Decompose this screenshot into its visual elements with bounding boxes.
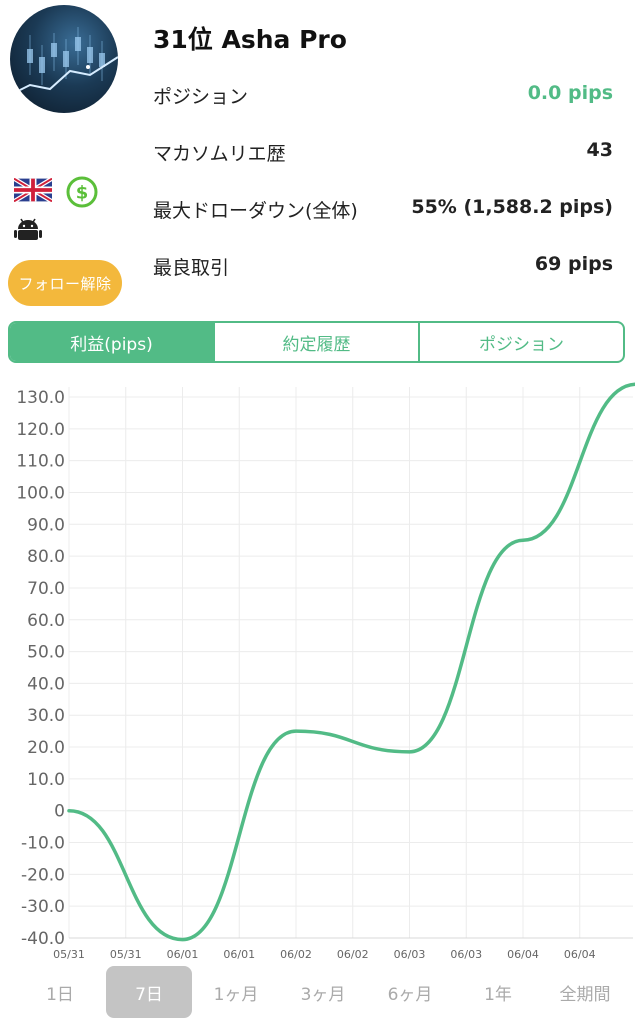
y-tick-label: 70.0 [27,579,65,599]
unfollow-button[interactable]: フォロー解除 [8,260,122,306]
svg-text:$: $ [76,183,89,204]
stat-value: 43 [586,139,613,161]
y-tick-label: 130.0 [16,388,65,408]
stat-value: 55% (1,588.2 pips) [411,196,613,218]
y-tick-label: 40.0 [27,674,65,694]
x-tick-label: 06/03 [450,948,482,961]
y-tick-label: 60.0 [27,611,65,631]
y-tick-label: -30.0 [21,897,65,917]
y-tick-label: 30.0 [27,706,65,726]
y-tick-label: 90.0 [27,515,65,535]
period-6m[interactable]: 6ヶ月 [387,984,433,1005]
x-tick-label: 05/31 [110,948,142,961]
x-tick-label: 06/03 [394,948,426,961]
stat-value: 0.0 pips [527,82,613,104]
trader-name: 31位 Asha Pro [153,25,347,54]
stat-value: 69 pips [534,253,613,275]
y-tick-label: 120.0 [16,420,65,440]
stat-row-history: マカソムリエ歴 43 [153,139,613,169]
trader-avatar [10,5,118,113]
x-tick-label: 06/02 [337,948,369,961]
stat-label: 最良取引 [153,257,230,279]
tab-positions[interactable]: ポジション [479,334,564,355]
x-tick-label: 06/04 [507,948,539,961]
tab-profit[interactable]: 利益(pips) [10,323,215,361]
x-tick-label: 06/02 [280,948,312,961]
y-tick-label: -10.0 [21,834,65,854]
y-tick-label: 100.0 [16,483,65,503]
period-all[interactable]: 全期間 [559,984,611,1005]
x-tick-label: 06/01 [223,948,255,961]
stat-label: マカソムリエ歴 [153,143,286,165]
uk-flag-icon [14,178,52,202]
stat-row-max-drawdown: 最大ドローダウン(全体) 55% (1,588.2 pips) [153,196,613,226]
x-tick-label: 06/01 [167,948,199,961]
profit-series-line [67,382,635,942]
dollar-icon: $ [66,176,98,208]
y-tick-label: 110.0 [16,452,65,472]
profit-line-chart: 130.0 120.0 110.0 100.0 90.0 80.0 70.0 60.0 50.0… [16,382,635,961]
y-tick-label: -40.0 [21,929,65,949]
period-1d[interactable]: 1日 [46,984,74,1005]
android-icon [14,218,42,240]
period-selector: 1日 7日 1ヶ月 3ヶ月 6ヶ月 1年 全期間 [0,966,635,1018]
period-7d[interactable]: 7日 [106,966,192,1018]
x-tick-label: 05/31 [53,948,85,961]
stat-row-position: ポジション 0.0 pips [153,82,613,112]
x-tick-label: 06/04 [564,948,596,961]
y-tick-label: 20.0 [27,738,65,758]
chart-tabs: 利益(pips) 約定履歴 ポジション [8,321,625,363]
period-3m[interactable]: 3ヶ月 [300,984,346,1005]
period-1m[interactable]: 1ヶ月 [213,984,259,1005]
y-tick-label: 0 [54,802,65,822]
y-tick-label: 10.0 [27,770,65,790]
y-tick-label: 80.0 [27,547,65,567]
y-tick-label: 50.0 [27,643,65,663]
stat-row-best-trade: 最良取引 69 pips [153,253,613,283]
stat-label: ポジション [153,86,249,108]
y-tick-label: -20.0 [21,865,65,885]
stat-label: 最大ドローダウン(全体) [153,200,358,222]
tab-trade-history[interactable]: 約定履歴 [215,323,420,361]
period-1y[interactable]: 1年 [484,984,512,1005]
